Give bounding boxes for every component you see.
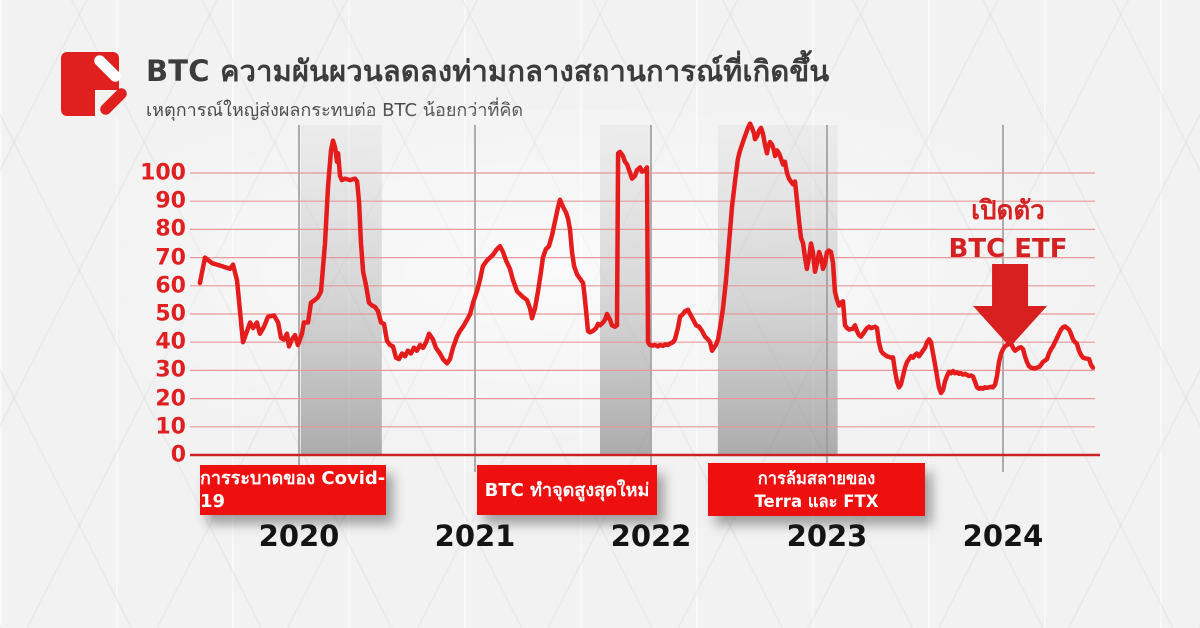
x-tick-label-2024: 2024: [962, 519, 1044, 553]
callout-covid: การระบาดของ Covid-19: [200, 465, 386, 515]
x-tick-label-2022: 2022: [610, 519, 692, 553]
brand-logo-icon: [57, 50, 135, 128]
callout-terra-ftx-line1: การล้มสลายของ: [757, 468, 876, 488]
y-tick-label: 20: [155, 386, 186, 412]
x-tick-label-2023: 2023: [786, 519, 868, 553]
y-tick-label: 80: [155, 216, 186, 242]
y-tick-label: 0: [170, 442, 186, 468]
event-band: [717, 125, 838, 455]
y-tick-label: 40: [155, 329, 186, 355]
callout-ath-text: BTC ทำจุดสูงสุดใหม่: [484, 479, 650, 501]
y-tick-label: 60: [155, 273, 186, 299]
y-tick-label: 30: [155, 357, 186, 383]
callout-terra-ftx: การล้มสลายของ Terra และ FTX: [708, 463, 925, 516]
etf-annotation-line2: BTC ETF: [948, 234, 1068, 264]
callout-terra-ftx-line2: Terra และ FTX: [754, 491, 879, 511]
x-tick-label-2020: 2020: [258, 519, 340, 553]
down-arrow-icon: [973, 264, 1048, 347]
etf-annotation: เปิดตัว BTC ETF: [908, 192, 1108, 268]
y-tick-label: 100: [140, 160, 186, 186]
y-tick-label: 10: [155, 414, 186, 440]
y-tick-label: 50: [155, 301, 186, 327]
event-band: [600, 125, 651, 455]
callout-ath: BTC ทำจุดสูงสุดใหม่: [477, 465, 657, 515]
volatility-line: [197, 121, 1096, 396]
etf-annotation-line1: เปิดตัว: [971, 196, 1045, 226]
y-tick-label: 70: [155, 245, 186, 271]
page-title: BTC ความผันผวนลดลงท่ามกลางสถานการณ์ที่เก…: [146, 54, 830, 88]
x-tick-label-2021: 2021: [434, 519, 516, 553]
y-tick-label: 90: [155, 188, 186, 214]
callout-covid-text: การระบาดของ Covid-19: [200, 468, 386, 512]
